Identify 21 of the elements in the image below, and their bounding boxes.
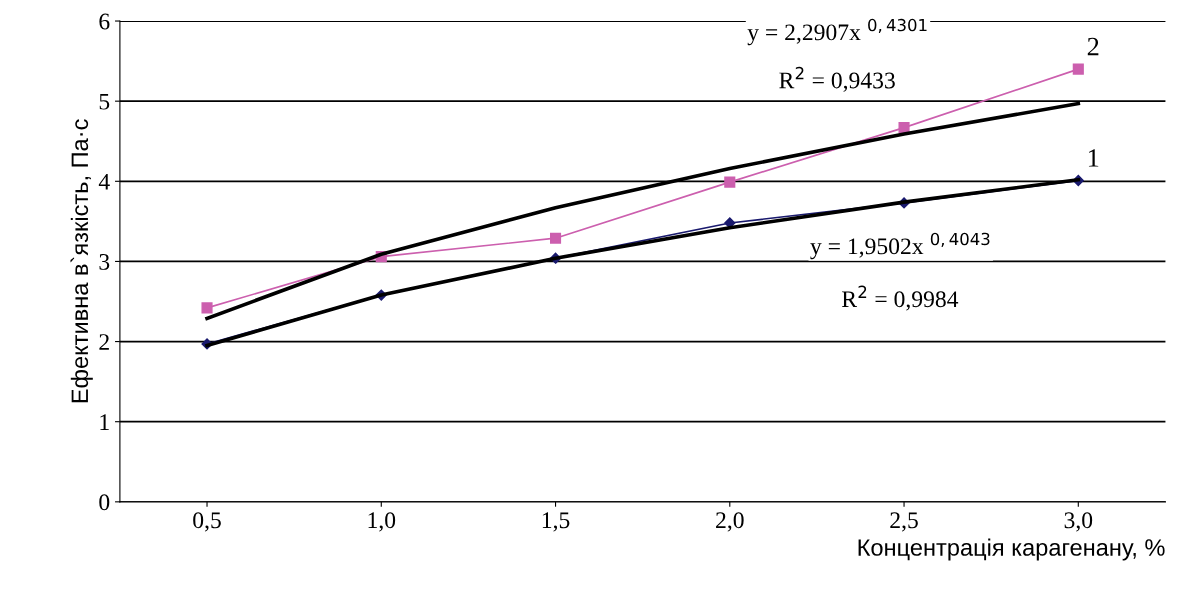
annotation: y = 2,2907x $^{0,4301}$: [747, 18, 927, 46]
x-tick-label: 2,0: [716, 512, 744, 532]
annotation: R$^{2}$ = 0,9984: [841, 285, 959, 311]
y-tick-label: 3: [99, 253, 110, 270]
y-axis-title: Ефективна в`язкість, Па·с: [70, 119, 93, 403]
annotation: y = 1,9502x $^{0,4043}$: [810, 232, 990, 260]
y-tick-label: 5: [99, 93, 110, 110]
y-tick-label: 6: [99, 13, 110, 30]
annotation: 2: [1087, 37, 1099, 56]
y-tick-label: 0: [99, 494, 110, 511]
x-tick-label: 3,0: [1064, 512, 1093, 532]
x-axis-title: Концентрація карагенану, %: [858, 538, 1165, 561]
y-tick-label: 4: [98, 173, 110, 190]
annotation: 1: [1088, 149, 1099, 167]
annotation: R$^{2}$ = 0,9433: [779, 66, 895, 92]
x-tick-label: 1,0: [368, 512, 396, 532]
x-tick-label: 1,5: [542, 512, 570, 532]
x-tick-label: 2,5: [890, 512, 918, 532]
y-tick-label: 2: [99, 334, 109, 350]
x-tick-label: 0,5: [193, 512, 221, 532]
y-tick-label: 1: [100, 414, 109, 430]
